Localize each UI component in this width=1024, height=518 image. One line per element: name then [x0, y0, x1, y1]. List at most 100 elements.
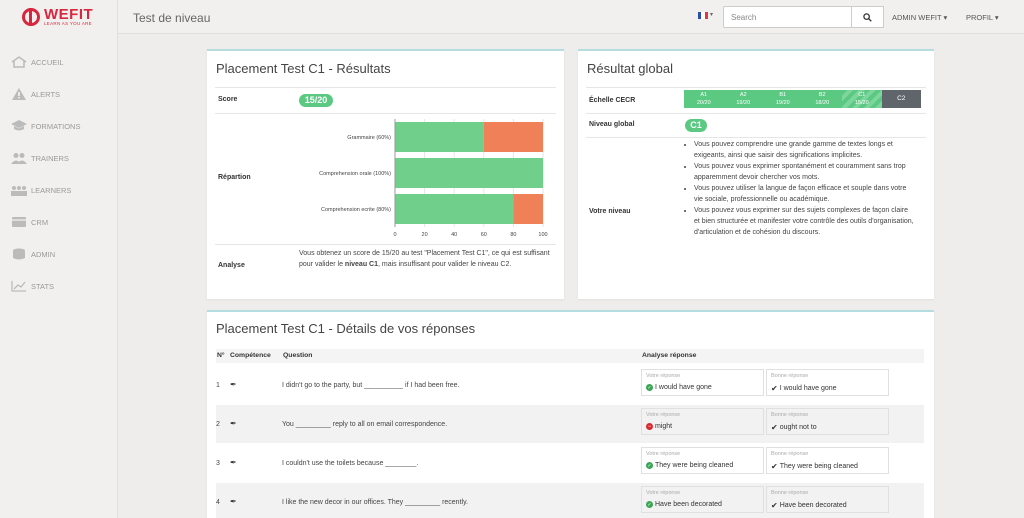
cecr-level-score: 20/20 — [696, 100, 711, 106]
admin-menu[interactable]: ADMIN WEFIT ▾ — [892, 13, 947, 22]
search-icon — [863, 12, 872, 22]
analysis-text-part: , mais insuffisant pour valider le nivea… — [378, 261, 512, 268]
check-icon: ✔ — [771, 384, 778, 393]
table-header: N° Compétence Question Analyse réponse — [216, 349, 924, 363]
divider — [586, 137, 926, 138]
your-answer-caption: Votre réponse — [646, 490, 681, 496]
bar-segment — [395, 194, 514, 224]
brand-name: WEFIT — [44, 6, 94, 24]
your-answer-value: I would have gone — [655, 384, 712, 391]
repartition-chart-svg: 0 20 40 60 80 100 Grammaire (60%) Comprehension… — [319, 119, 548, 238]
good-answer-value: ought not to — [779, 424, 817, 431]
cecr-level-name: C1 — [858, 92, 866, 98]
check-icon: ✔ — [771, 423, 778, 432]
global-level-label: Niveau global — [589, 121, 635, 128]
cecr-scale: A1 20/20 A2 19/20 B1 19/20 B2 18/20 C1 15/20 … — [684, 90, 921, 108]
brand-tagline: LEARN AS YOU ARE — [44, 21, 92, 27]
category-label: Comprehension ecrite (80%) — [321, 207, 391, 213]
your-answer-box: Votre réponse − might — [641, 408, 764, 435]
brand-logo[interactable]: WEFIT LEARN AS YOU ARE — [0, 0, 117, 34]
row-number: 1 — [216, 382, 220, 389]
sidebar-item-label: ALERTS — [31, 89, 61, 99]
cecr-level-c1: C1 15/20 — [842, 90, 882, 108]
bar-segment — [483, 122, 543, 152]
your-answer-caption: Votre réponse — [646, 373, 681, 379]
sidebar-item-label: ACCUEIL — [31, 57, 64, 67]
cecr-level-b2: B2 18/20 — [802, 90, 842, 108]
category-label: Comprehension orale (100%) — [319, 171, 391, 177]
users-icon — [11, 153, 27, 164]
cecr-level-name: B1 — [779, 92, 787, 98]
table-row: 2 ✒ You _________ reply to all on email … — [216, 405, 924, 443]
pen-icon: ✒ — [230, 419, 237, 428]
group-icon — [11, 186, 27, 196]
analysis-text-part: Vous obtenez un score de 15/20 au test "… — [299, 250, 550, 268]
warning-icon — [12, 88, 26, 100]
your-answer-value: might — [655, 423, 673, 430]
sidebar-item-learners[interactable]: LEARNERS — [0, 174, 117, 206]
french-flag-icon[interactable] — [698, 12, 708, 19]
divider — [586, 87, 926, 88]
bar-segment — [395, 158, 543, 188]
good-answer-value: Have been decorated — [779, 502, 847, 509]
repartition-label: Répartion — [218, 174, 251, 181]
logo-mark-icon — [22, 8, 40, 26]
sidebar-item-formations[interactable]: FORMATIONS — [0, 110, 117, 142]
profile-menu[interactable]: PROFIL ▾ — [966, 13, 999, 22]
level-description-item: Vous pouvez comprendre une grande gamme … — [694, 139, 914, 161]
table-row: 4 ✒ I like the new decor in our offices.… — [216, 483, 924, 518]
sidebar-item-admin[interactable]: ADMIN — [0, 238, 117, 270]
row-question: You _________ reply to all on email corr… — [282, 421, 448, 428]
sidebar-item-label: FORMATIONS — [31, 121, 81, 131]
score-label: Score — [218, 96, 238, 103]
cecr-label: Échelle CECR — [589, 97, 636, 104]
sidebar-item-label: STATS — [31, 281, 55, 291]
minus-circle-icon: − — [646, 423, 653, 430]
home-icon — [11, 56, 27, 68]
sidebar-item-alerts[interactable]: ALERTS — [0, 78, 117, 110]
x-tick-label: 0 — [393, 232, 396, 238]
global-level-badge: C1 — [685, 119, 707, 132]
search-input[interactable] — [723, 6, 884, 28]
sidebar-item-label: CRM — [31, 217, 49, 227]
sidebar-item-trainers[interactable]: TRAINERS — [0, 142, 117, 174]
cecr-level-a1: A1 20/20 — [684, 90, 724, 108]
good-answer-caption: Bonne réponse — [771, 412, 809, 418]
pen-icon: ✒ — [230, 458, 237, 467]
search-button[interactable] — [851, 6, 884, 28]
cecr-level-a2: A2 19/20 — [723, 90, 763, 108]
admin-menu-label: ADMIN WEFIT — [892, 13, 942, 22]
global-title: Résultat global — [587, 61, 673, 76]
bar-segment — [513, 194, 543, 224]
sidebar-nav: ACCUEIL ALERTS FORMATIONS TRAINERS LEARN… — [0, 46, 117, 302]
pen-icon: ✒ — [230, 497, 237, 506]
profile-caret-icon: ▾ — [994, 13, 999, 22]
check-circle-icon: ✓ — [646, 384, 653, 391]
row-number: 2 — [216, 421, 220, 428]
check-circle-icon: ✓ — [646, 501, 653, 508]
check-icon: ✔ — [771, 501, 778, 510]
analysis-label: Analyse — [218, 262, 245, 269]
cecr-level-score: 19/20 — [775, 100, 790, 106]
col-analysis: Analyse réponse — [642, 352, 697, 359]
your-answer-value: Have been decorated — [655, 501, 722, 508]
row-number: 3 — [216, 460, 220, 467]
good-answer-box: Bonne réponse ✔ I would have gone — [766, 369, 889, 396]
sidebar-item-accueil[interactable]: ACCUEIL — [0, 46, 117, 78]
cecr-level-b1: B1 19/20 — [763, 90, 803, 108]
cecr-level-score: 18/20 — [815, 100, 830, 106]
your-answer-box: Votre réponse ✓ Have been decorated — [641, 486, 764, 513]
cecr-level-name: B2 — [818, 92, 826, 98]
results-title: Placement Test C1 - Résultats — [216, 61, 391, 76]
language-caret-icon[interactable]: ▾ — [710, 12, 714, 18]
sidebar-item-crm[interactable]: CRM — [0, 206, 117, 238]
x-tick-label: 60 — [481, 232, 487, 238]
good-answer-caption: Bonne réponse — [771, 490, 809, 496]
score-badge: 15/20 — [299, 94, 333, 107]
sidebar-item-stats[interactable]: STATS — [0, 270, 117, 302]
good-answer-box: Bonne réponse ✔ Have been decorated — [766, 486, 889, 513]
table-row: 1 ✒ I didn't go to the party, but ______… — [216, 366, 924, 404]
divider — [215, 87, 556, 88]
your-answer-caption: Votre réponse — [646, 412, 681, 418]
level-description-item: Vous pouvez vous exprimer sur des sujets… — [694, 205, 914, 238]
